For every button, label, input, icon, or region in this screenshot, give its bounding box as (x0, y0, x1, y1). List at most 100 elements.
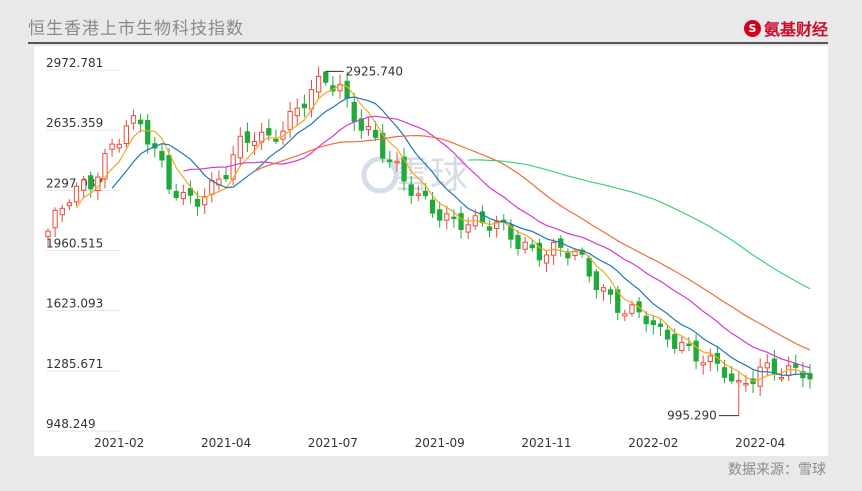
candle-down (729, 373, 735, 382)
candle-down (145, 120, 151, 145)
candle-down (422, 190, 429, 197)
y-tick-label: 2972.781 (46, 56, 103, 70)
brand: S 氨基财经 (743, 16, 828, 40)
y-tick-label: 1623.093 (46, 297, 103, 311)
candle-down (437, 209, 443, 221)
candle-down (686, 343, 692, 347)
candle-down (508, 224, 514, 240)
candle-up (622, 313, 628, 317)
candle-down (536, 242, 543, 261)
candle-down (643, 315, 649, 325)
candle-down (223, 175, 229, 180)
candle-down (351, 102, 357, 122)
candle-down (408, 184, 414, 196)
candle-up (308, 89, 315, 110)
candle-up (59, 207, 65, 216)
x-tick-label: 2021-07 (308, 436, 358, 450)
candle-down (721, 367, 728, 378)
candle-down (593, 271, 599, 291)
candle-down (187, 187, 194, 196)
candle-up (757, 366, 763, 387)
candle-down (380, 132, 386, 159)
x-tick-label: 2021-11 (521, 436, 571, 450)
candle-down (372, 129, 379, 139)
candle-down (529, 244, 535, 249)
y-tick-label: 1285.671 (46, 357, 103, 371)
candle-up (700, 362, 706, 366)
candle-down (88, 175, 94, 190)
candle-up (778, 376, 785, 380)
max-annotation-label: 2925.740 (346, 64, 403, 78)
y-tick-label: 2635.359 (46, 116, 103, 130)
min-annotation-label: 995.290 (667, 409, 717, 423)
candle-down (173, 190, 179, 198)
candle-down (657, 323, 664, 328)
x-tick-label: 2022-04 (735, 436, 785, 450)
candle-up (123, 125, 129, 145)
candle-up (202, 196, 208, 206)
candle-up (465, 224, 471, 233)
y-tick-label: 948.249 (46, 417, 96, 431)
candle-down (664, 329, 671, 340)
candle-up (52, 209, 58, 229)
x-tick-label: 2021-02 (94, 436, 144, 450)
candle-up (102, 152, 108, 180)
candle-down (266, 128, 272, 136)
candle-down (273, 138, 279, 142)
candle-up (600, 287, 607, 292)
x-tick-label: 2021-04 (201, 436, 251, 450)
candle-down (387, 159, 393, 163)
candle-up (679, 341, 685, 352)
candle-up (287, 111, 293, 131)
candle-down (515, 234, 521, 249)
candle-down (401, 156, 407, 182)
title-divider (28, 42, 828, 44)
candle-down (807, 373, 813, 380)
candle-up (522, 241, 528, 250)
candle-down (458, 213, 464, 230)
ma-line-20 (183, 115, 811, 369)
y-tick-label: 1960.515 (46, 237, 103, 251)
x-tick-label: 2022-02 (628, 436, 678, 450)
candle-up (45, 230, 51, 237)
candle-up (572, 250, 578, 256)
candle-down (793, 363, 799, 368)
ma-line-60 (468, 159, 811, 290)
candle-up (764, 362, 770, 369)
candle-up (80, 179, 87, 191)
candle-up (180, 191, 186, 200)
candle-down (301, 103, 308, 109)
candle-down (429, 199, 436, 214)
candle-up (251, 140, 258, 146)
candle-up (294, 107, 300, 117)
candle-down (137, 119, 144, 125)
candle-down (479, 211, 486, 224)
candle-down (615, 289, 621, 313)
candle-up (415, 193, 421, 196)
data-source: 数据来源：雪球 (728, 462, 826, 478)
candle-up (237, 135, 243, 159)
candle-up (543, 254, 550, 264)
candle-down (586, 257, 592, 277)
brand-logo-icon: S (743, 19, 761, 37)
candle-up (130, 115, 137, 124)
candle-up (116, 143, 122, 149)
candle-up (494, 221, 500, 229)
candle-up (444, 213, 450, 221)
ma-line-5 (76, 84, 811, 382)
candle-up (209, 180, 215, 196)
candle-down (358, 118, 364, 131)
candle-up (66, 202, 73, 207)
candle-down (344, 80, 350, 99)
candle-down (607, 289, 614, 295)
candle-up (707, 355, 713, 363)
chart-title: 恒生香港上市生物科技指数 (28, 19, 244, 39)
candle-up (315, 75, 322, 93)
candle-up (743, 382, 749, 386)
candle-down (159, 151, 165, 161)
chart-panel (34, 46, 828, 456)
candle-down (693, 340, 699, 362)
candle-up (109, 143, 115, 150)
watermark-logo-icon (361, 156, 399, 194)
